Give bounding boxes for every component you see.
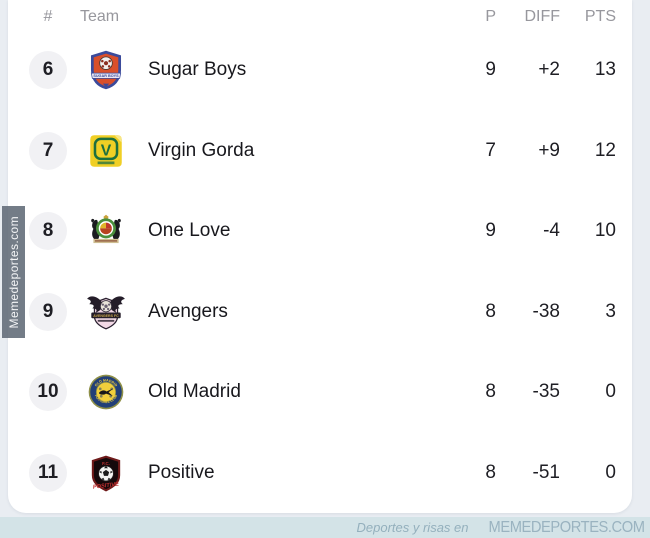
table-row-sugar-boys[interactable]: 6 SUGAR BOYS Sugar Boys 9 +2 13 [8, 30, 632, 111]
played-value: 8 [485, 381, 496, 403]
team-name: Positive [148, 461, 215, 483]
points-value: 13 [594, 59, 616, 81]
rank-cell: 7 [20, 131, 76, 170]
header-team: Team [80, 8, 120, 25]
avengers-crest-icon: AVENGERS FC [76, 291, 136, 333]
header-played: P [485, 8, 496, 25]
header-points: PTS [584, 8, 616, 25]
team-name: Old Madrid [148, 381, 241, 403]
rank-cell: 10 [20, 373, 76, 412]
footer-band: Deportes y risas en MEMEDEPORTES.COM [0, 517, 650, 538]
footer-tagline: Deportes y risas en [356, 520, 469, 535]
svg-text:V: V [101, 142, 112, 159]
team-name: Virgin Gorda [148, 139, 255, 161]
virgin-gorda-crest-icon: V [76, 130, 136, 172]
svg-text:F.C.: F.C. [102, 461, 110, 466]
diff-value: -38 [532, 300, 560, 322]
diff-value: -51 [532, 461, 560, 483]
rank-badge: 10 [29, 373, 67, 412]
table-row-positive[interactable]: 11 F.C. POSITIVE Positive 8 -51 0 [8, 433, 632, 514]
sugar-boys-crest-icon: SUGAR BOYS [76, 49, 136, 91]
positive-crest-icon: F.C. POSITIVE [76, 452, 136, 494]
points-value: 3 [605, 300, 616, 322]
rank-cell: 11 [20, 453, 76, 492]
rank-cell: 9 [20, 292, 76, 331]
standings-table: # Team P DIFF PTS 6 SUGAR BOYS Sugar Boy… [8, 0, 632, 513]
diff-value: -4 [543, 220, 560, 242]
header-rank: # [43, 8, 53, 25]
played-value: 9 [485, 220, 496, 242]
rank-cell: 6 [20, 51, 76, 90]
rank-cell: 8 [20, 212, 76, 251]
svg-text:POSITIVE: POSITIVE [93, 481, 120, 490]
footer-site-name: MEMEDEPORTES.COM [488, 518, 644, 536]
played-value: 9 [485, 59, 496, 81]
played-value: 8 [485, 300, 496, 322]
team-name: Sugar Boys [148, 59, 247, 81]
one-love-crest-icon [76, 210, 136, 252]
points-value: 0 [605, 461, 616, 483]
table-header-row: # Team P DIFF PTS [8, 0, 632, 30]
rank-badge: 11 [29, 453, 67, 492]
table-row-one-love[interactable]: 8 One Love 9 -4 [8, 191, 632, 272]
rank-badge: 8 [29, 212, 67, 251]
rank-badge: 9 [29, 292, 67, 331]
points-value: 12 [594, 139, 616, 161]
points-value: 10 [594, 220, 616, 242]
watermark-text: Memedeportes.com [6, 215, 21, 329]
points-value: 0 [605, 381, 616, 403]
team-name: Avengers [148, 300, 228, 322]
rank-badge: 7 [29, 131, 67, 170]
diff-value: +9 [538, 139, 560, 161]
diff-value: -35 [532, 381, 560, 403]
diff-value: +2 [538, 59, 560, 81]
svg-text:SUGAR BOYS: SUGAR BOYS [93, 74, 119, 78]
svg-text:AVENGERS FC: AVENGERS FC [93, 314, 119, 318]
rank-badge: 6 [29, 51, 67, 90]
played-value: 7 [485, 139, 496, 161]
table-row-avengers[interactable]: 9 AVENGERS FC Avengers [8, 272, 632, 353]
table-row-old-madrid[interactable]: 10 OLD MADRID FOOTBALL CLUB [8, 352, 632, 433]
header-diff: DIFF [524, 8, 560, 25]
played-value: 8 [485, 461, 496, 483]
old-madrid-crest-icon: OLD MADRID FOOTBALL CLUB [76, 371, 136, 413]
table-row-virgin-gorda[interactable]: 7 V Virgin Gorda 7 +9 12 [8, 111, 632, 192]
watermark-vertical: Memedeportes.com [2, 206, 25, 338]
team-name: One Love [148, 220, 231, 242]
